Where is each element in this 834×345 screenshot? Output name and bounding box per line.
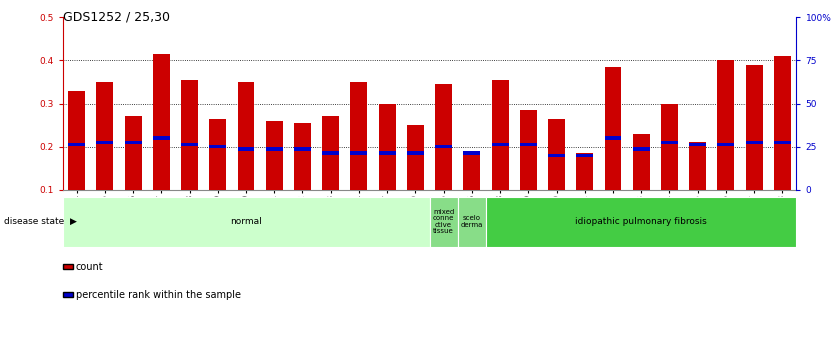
Bar xyxy=(181,80,198,190)
Text: mixed
conne
ctive
tissue: mixed conne ctive tissue xyxy=(433,209,455,234)
Bar xyxy=(689,142,706,190)
Bar xyxy=(605,67,621,190)
Bar xyxy=(633,134,650,190)
Text: scelo
derma: scelo derma xyxy=(460,215,483,228)
Bar xyxy=(491,80,509,190)
Bar xyxy=(486,197,796,247)
Bar xyxy=(548,119,565,190)
Bar xyxy=(458,197,486,247)
Bar xyxy=(350,82,368,190)
Text: percentile rank within the sample: percentile rank within the sample xyxy=(76,290,241,300)
Bar xyxy=(322,117,339,190)
Bar xyxy=(68,143,85,146)
Bar xyxy=(153,54,170,190)
Bar xyxy=(379,151,395,155)
Bar xyxy=(605,136,621,140)
Bar xyxy=(746,65,762,190)
Bar xyxy=(774,141,791,144)
Bar xyxy=(294,123,311,190)
Bar xyxy=(633,147,650,150)
Bar xyxy=(266,121,283,190)
Bar xyxy=(661,104,678,190)
Bar xyxy=(548,154,565,157)
Bar xyxy=(464,151,480,155)
Bar xyxy=(153,136,170,140)
Bar xyxy=(435,84,452,190)
Text: disease state  ▶: disease state ▶ xyxy=(4,217,77,226)
Bar xyxy=(322,151,339,155)
Bar xyxy=(209,145,226,148)
Text: normal: normal xyxy=(230,217,262,226)
Bar xyxy=(520,143,537,146)
Bar xyxy=(576,154,593,157)
Bar xyxy=(520,110,537,190)
Bar xyxy=(350,151,368,155)
Bar xyxy=(407,151,424,155)
Bar xyxy=(661,141,678,144)
Text: count: count xyxy=(76,263,103,272)
Bar xyxy=(689,143,706,146)
Bar xyxy=(124,141,142,144)
Bar xyxy=(435,145,452,148)
Bar xyxy=(97,141,113,144)
Bar xyxy=(266,147,283,150)
Bar xyxy=(68,90,85,190)
Bar xyxy=(181,143,198,146)
Text: GDS1252 / 25,30: GDS1252 / 25,30 xyxy=(63,10,169,23)
Bar xyxy=(294,147,311,150)
Bar xyxy=(717,60,735,190)
Bar xyxy=(576,153,593,190)
Bar xyxy=(717,143,735,146)
Bar xyxy=(97,82,113,190)
Bar xyxy=(774,56,791,190)
Bar xyxy=(238,82,254,190)
Bar xyxy=(379,104,395,190)
Bar xyxy=(407,125,424,190)
Bar xyxy=(746,141,762,144)
Text: idiopathic pulmonary fibrosis: idiopathic pulmonary fibrosis xyxy=(575,217,707,226)
Bar xyxy=(491,143,509,146)
Bar xyxy=(464,153,480,190)
Bar xyxy=(430,197,458,247)
Bar xyxy=(124,117,142,190)
Bar xyxy=(238,147,254,150)
Bar xyxy=(63,197,430,247)
Bar xyxy=(209,119,226,190)
